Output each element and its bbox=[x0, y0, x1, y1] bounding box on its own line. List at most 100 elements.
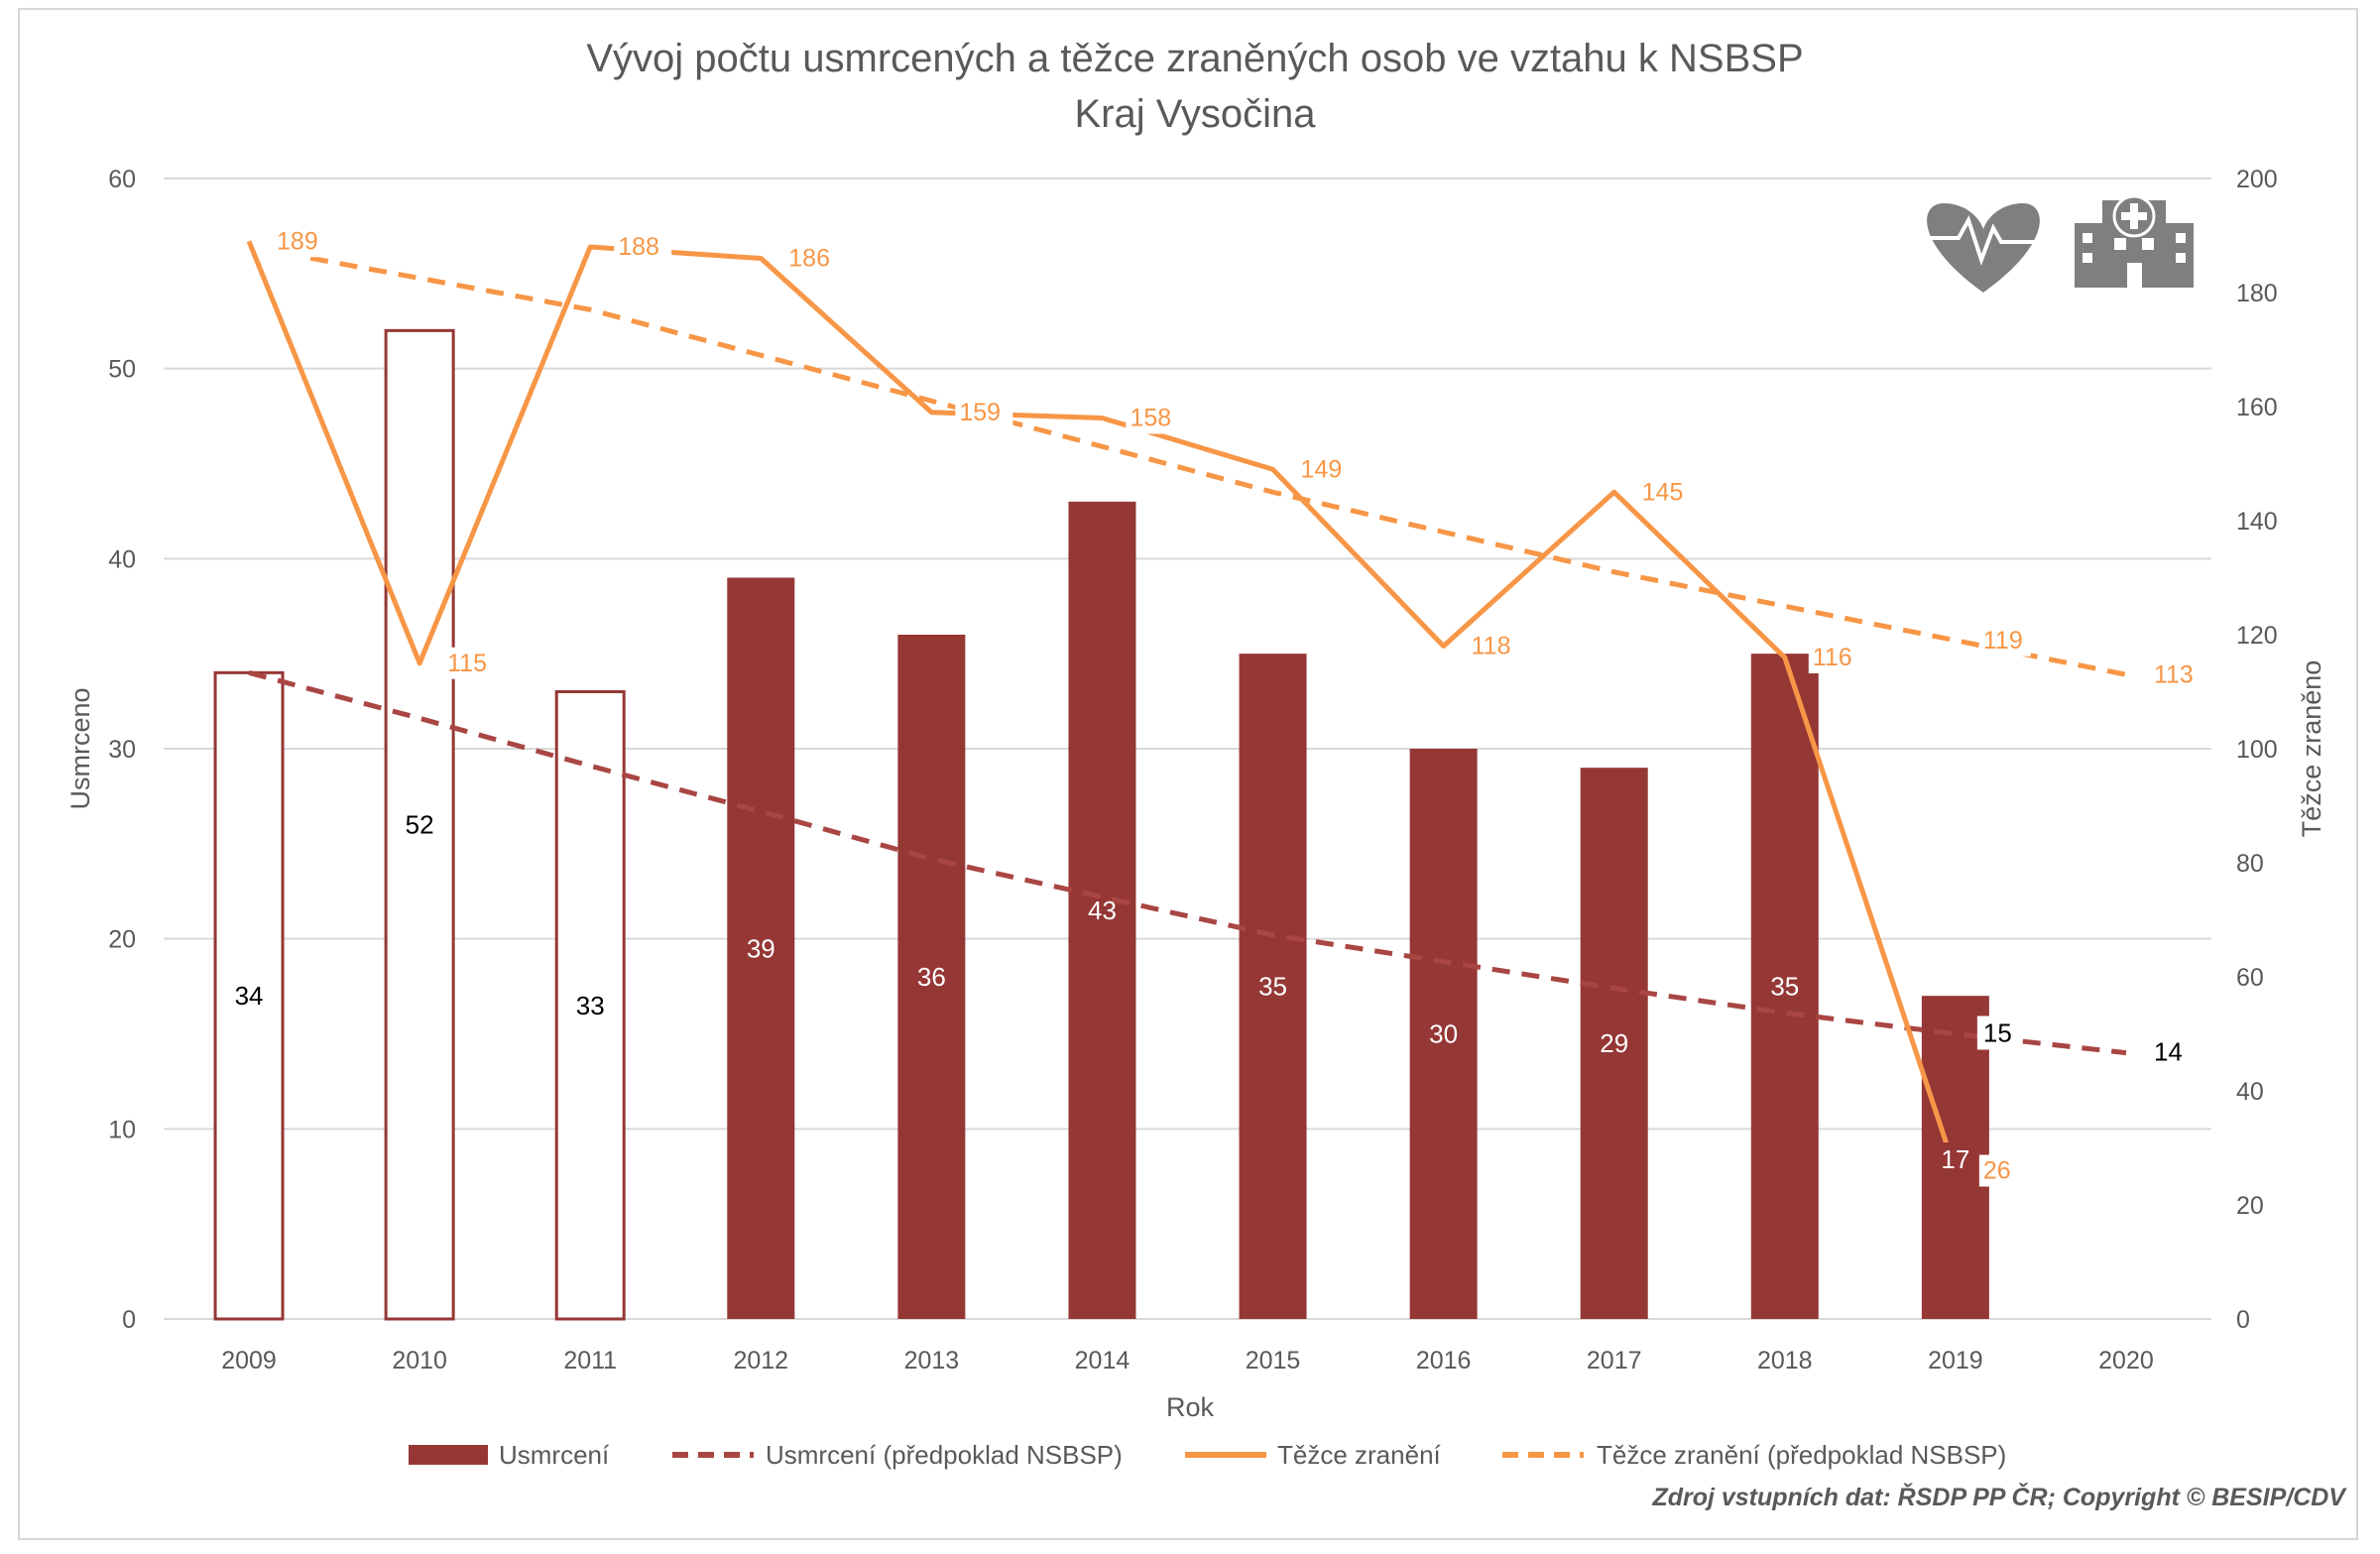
legend-label-usmrceni-nsbsp: Usmrcení (předpoklad NSBSP) bbox=[766, 1440, 1123, 1470]
line-value-label-bg bbox=[955, 396, 1013, 428]
y-tick-left: 40 bbox=[108, 545, 136, 573]
bar-usmrceni bbox=[1580, 768, 1648, 1319]
bar-value-label: 34 bbox=[235, 981, 264, 1011]
y-tick-left: 20 bbox=[108, 926, 136, 954]
y-tick-right: 0 bbox=[2236, 1306, 2250, 1334]
chart-frame bbox=[18, 8, 2358, 1540]
line-value-label-bg bbox=[784, 242, 843, 275]
data-labels: 34 52 33 39 36 43 35 30 29 35 17 189 115 188 186 159 158… bbox=[235, 225, 2202, 1187]
x-tick: 2019 bbox=[1928, 1347, 1983, 1375]
bar-value-label: 43 bbox=[1088, 896, 1117, 925]
line-value-label: 186 bbox=[788, 245, 830, 273]
line-value-label: 158 bbox=[1130, 405, 1171, 432]
line-value-label: 116 bbox=[1813, 644, 1852, 671]
y-tick-left: 10 bbox=[108, 1116, 136, 1143]
line-value-label: 115 bbox=[447, 650, 487, 677]
gridlines bbox=[164, 178, 2211, 1320]
legend: Usmrcení Usmrcení (předpoklad NSBSP) Těž… bbox=[409, 1440, 2006, 1470]
bar-value-label: 35 bbox=[1258, 972, 1287, 1002]
lines bbox=[246, 240, 2127, 1172]
line-value-label: 159 bbox=[959, 399, 1001, 426]
x-tick: 2015 bbox=[1246, 1347, 1301, 1375]
line-value-label-bg bbox=[273, 225, 331, 258]
x-tick: 2010 bbox=[392, 1347, 447, 1375]
line-value-label: 149 bbox=[1301, 455, 1343, 483]
target-value-label-bg bbox=[2147, 1034, 2190, 1069]
y-axis-left-label: Usmrceno bbox=[65, 687, 95, 809]
target-value-label-bg bbox=[2149, 658, 2202, 691]
target-value-label: 119 bbox=[1983, 627, 2023, 655]
x-tick: 2011 bbox=[563, 1347, 617, 1375]
bar-usmrceni bbox=[1750, 654, 1819, 1319]
line-usmrceni-nsbsp bbox=[248, 669, 2127, 1056]
bar-value-label: 30 bbox=[1429, 1019, 1458, 1049]
x-tick: 2020 bbox=[2098, 1347, 2154, 1375]
y-tick-left: 60 bbox=[108, 166, 136, 193]
legend-item-tezce: Těžce zranění bbox=[1185, 1440, 1442, 1470]
y-tick-right: 80 bbox=[2236, 850, 2264, 878]
line-value-label: 26 bbox=[1983, 1157, 2011, 1185]
y-tick-right: 160 bbox=[2236, 394, 2278, 421]
y-tick-right: 40 bbox=[2236, 1078, 2264, 1106]
line-value-label-bg bbox=[1296, 453, 1355, 486]
line-value-label-bg bbox=[1808, 642, 1866, 673]
bar-value-label: 39 bbox=[747, 933, 775, 963]
bar-usmrceni bbox=[554, 690, 626, 1321]
source-note: Zdroj vstupních dat: ŘSDP PP ČR; Copyrig… bbox=[1651, 1482, 2347, 1511]
bar-usmrceni bbox=[727, 577, 795, 1319]
hospital-icon bbox=[2075, 194, 2194, 288]
x-tick: 2014 bbox=[1075, 1347, 1130, 1375]
line-value-label: 188 bbox=[618, 233, 659, 261]
bar-usmrceni bbox=[1239, 654, 1307, 1319]
x-tick: 2018 bbox=[1757, 1347, 1813, 1375]
y-tick-right: 60 bbox=[2236, 964, 2264, 992]
bar-value-label: 17 bbox=[1941, 1144, 1969, 1174]
legend-swatch-usmrceni bbox=[409, 1445, 488, 1465]
chart-subtitle: Kraj Vysočina bbox=[1074, 92, 1316, 136]
line-value-label: 145 bbox=[1642, 478, 1684, 506]
legend-item-tezce-nsbsp: Těžce zranění (předpoklad NSBSP) bbox=[1502, 1440, 2006, 1470]
target-value-label-bg bbox=[1976, 1016, 2019, 1050]
line-value-label: 189 bbox=[277, 227, 318, 255]
line-value-label-bg bbox=[614, 231, 672, 263]
line-value-label-bg bbox=[1637, 476, 1696, 509]
line-value-label-bg bbox=[1978, 1154, 2021, 1187]
bar-value-label: 35 bbox=[1770, 972, 1799, 1002]
x-tick: 2009 bbox=[221, 1347, 277, 1375]
bar-value-label: 29 bbox=[1600, 1028, 1628, 1058]
y-tick-right: 120 bbox=[2236, 622, 2278, 650]
target-value-label: 113 bbox=[2154, 660, 2194, 688]
target-value-label: 14 bbox=[2154, 1037, 2183, 1067]
legend-item-usmrceni-nsbsp: Usmrcení (předpoklad NSBSP) bbox=[672, 1440, 1123, 1470]
bar-value-label: 33 bbox=[576, 991, 605, 1020]
legend-label-tezce: Těžce zranění bbox=[1277, 1440, 1442, 1470]
y-tick-right: 20 bbox=[2236, 1192, 2264, 1220]
y-tick-right: 100 bbox=[2236, 736, 2278, 764]
line-value-label-bg bbox=[1126, 402, 1184, 434]
x-axis-label: Rok bbox=[1166, 1392, 1215, 1422]
line-tezce bbox=[246, 240, 1959, 1172]
y-tick-left: 30 bbox=[108, 736, 136, 764]
y-tick-right: 180 bbox=[2236, 280, 2278, 307]
line-value-label: 118 bbox=[1472, 633, 1511, 660]
line-tezce-nsbsp bbox=[309, 255, 2127, 677]
y-tick-right: 140 bbox=[2236, 508, 2278, 536]
bar-value-label: 52 bbox=[406, 810, 434, 840]
line-value-label-bg bbox=[443, 647, 502, 679]
x-tick: 2013 bbox=[904, 1347, 960, 1375]
y-tick-right: 200 bbox=[2236, 166, 2278, 193]
legend-item-usmrceni: Usmrcení bbox=[409, 1440, 610, 1470]
target-value-label: 15 bbox=[1983, 1018, 2012, 1048]
bar-value-label: 36 bbox=[917, 962, 946, 992]
bar-usmrceni bbox=[1068, 501, 1136, 1319]
heart-icon bbox=[1919, 203, 2045, 293]
bars bbox=[213, 328, 1989, 1321]
legend-label-tezce-nsbsp: Těžce zranění (předpoklad NSBSP) bbox=[1597, 1440, 2006, 1470]
bar-usmrceni bbox=[384, 328, 455, 1321]
x-tick: 2016 bbox=[1416, 1347, 1472, 1375]
x-tick: 2017 bbox=[1587, 1347, 1642, 1375]
y-tick-left: 0 bbox=[122, 1306, 136, 1334]
bar-value-label-bg bbox=[1933, 1142, 1977, 1176]
x-tick: 2012 bbox=[733, 1347, 788, 1375]
